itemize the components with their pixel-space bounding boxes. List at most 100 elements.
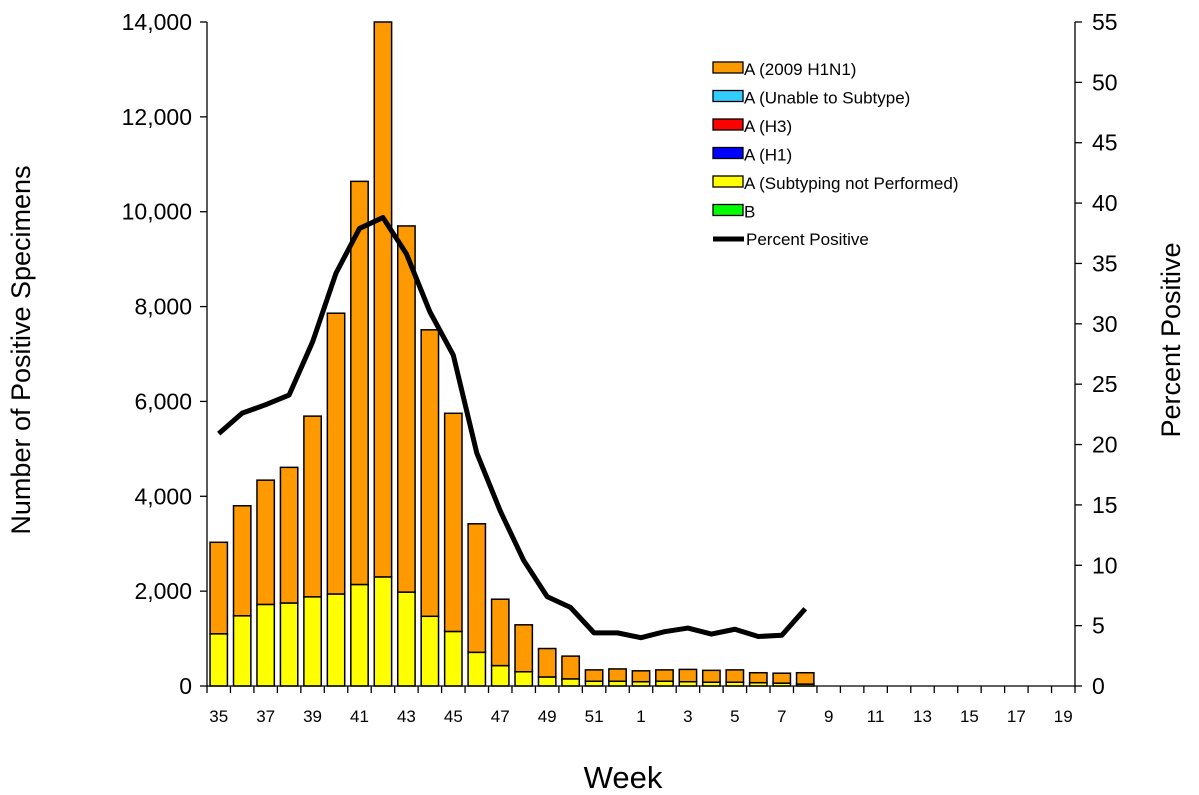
y2-tick-label: 5 <box>1092 613 1105 639</box>
legend-label: A (H1) <box>744 146 792 165</box>
bar-segment <box>467 651 487 687</box>
bar-segment <box>561 678 581 687</box>
bar-segment <box>279 466 299 604</box>
bar-segment <box>748 671 768 684</box>
bar-segment <box>655 669 674 682</box>
legend-swatch <box>712 118 744 131</box>
bar-segment <box>514 624 534 673</box>
bar-segment <box>537 676 557 687</box>
y2-tick-label: 10 <box>1092 552 1118 578</box>
bar-segment <box>279 602 299 687</box>
legend-label: A (H3) <box>744 117 792 136</box>
bar-segment <box>373 21 393 578</box>
bar-segment <box>396 225 416 593</box>
x-tick-label: 19 <box>1054 707 1073 726</box>
bar-segment <box>396 591 416 687</box>
bar-segment <box>350 180 369 586</box>
x-tick-label: 41 <box>350 707 369 726</box>
bar-segment <box>209 541 229 635</box>
x-tick-label: 13 <box>913 707 932 726</box>
percent-positive-line <box>217 215 808 641</box>
y-tick-label: 14,000 <box>122 9 192 35</box>
bar-segment <box>490 664 510 687</box>
percent-line-layer <box>217 215 808 641</box>
bar-segment <box>232 505 252 617</box>
x-tick-label: 9 <box>824 707 833 726</box>
y2-tick-label: 50 <box>1092 69 1118 95</box>
bar-segment <box>584 669 604 682</box>
bar-segment <box>326 312 346 595</box>
y-tick-label: 0 <box>179 673 192 699</box>
y2-tick-label: 35 <box>1092 250 1118 276</box>
y2-tick-label: 20 <box>1092 432 1118 458</box>
legend-label: B <box>744 203 755 222</box>
bar-segment <box>725 669 745 683</box>
bar-segment <box>490 598 510 667</box>
legend-label: A (Subtyping not Performed) <box>744 174 959 193</box>
x-tick-label: 5 <box>730 707 739 726</box>
bar-segment <box>303 415 323 598</box>
y2-tick-label: 45 <box>1092 130 1118 156</box>
y-axis-label: Number of Positive Specimens <box>6 165 36 534</box>
x-tick-label: 51 <box>585 707 604 726</box>
bar-segment <box>561 655 581 680</box>
x-tick-label: 45 <box>444 707 463 726</box>
y2-tick-label: 15 <box>1092 492 1118 518</box>
y-tick-label: 10,000 <box>122 199 192 225</box>
bar-segment <box>631 670 651 683</box>
x-tick-label: 47 <box>491 707 510 726</box>
bar-segment <box>678 668 698 683</box>
bar-segment <box>373 576 393 687</box>
x-tick-label: 3 <box>683 707 692 726</box>
legend-swatch <box>712 146 744 160</box>
bar-segment <box>608 668 627 683</box>
x-tick-label: 1 <box>636 707 645 726</box>
x-tick-label: 17 <box>1007 707 1026 726</box>
bar-segment <box>303 596 323 687</box>
bar-segment <box>701 669 721 683</box>
x-tick-label: 49 <box>538 707 557 726</box>
axes-layer: 0 2,000 4,000 6,000 8,000 10,000 12,000 14,000 0… <box>122 9 1118 726</box>
bar-segment <box>350 583 369 687</box>
bar-segment <box>326 593 346 687</box>
x-tick-label: 35 <box>209 707 228 726</box>
y-tick-label: 6,000 <box>134 388 192 414</box>
legend-swatch <box>712 89 744 103</box>
x-tick-label: 7 <box>777 707 786 726</box>
bar-segment <box>537 647 557 678</box>
bar-segment <box>232 615 252 687</box>
x-tick-label: 11 <box>867 707 885 726</box>
legend-label: A (2009 H1N1) <box>744 60 856 79</box>
bars-layer <box>209 21 815 687</box>
legend-swatch <box>712 61 744 74</box>
bar-segment <box>443 412 463 633</box>
x-tick-label: 43 <box>397 707 416 726</box>
x-tick-label: 37 <box>256 707 275 726</box>
bar-segment <box>420 615 440 687</box>
y2-tick-label: 55 <box>1092 9 1118 35</box>
y2-tick-label: 0 <box>1092 673 1105 699</box>
y-tick-label: 2,000 <box>134 578 192 604</box>
bar-segment <box>795 671 815 685</box>
legend-label: A (Unable to Subtype) <box>744 89 910 108</box>
bar-segment <box>772 672 792 684</box>
bar-segment <box>209 633 229 687</box>
legend-swatch <box>712 175 744 188</box>
bar-segment <box>256 479 276 606</box>
legend: A (2009 H1N1) A (Unable to Subtype) A (H3)… <box>712 60 959 249</box>
bar-segment <box>256 603 276 687</box>
y-tick-label: 8,000 <box>134 294 192 320</box>
y2-tick-label: 40 <box>1092 190 1118 216</box>
y2-axis-label: Percent Positive <box>1156 242 1186 437</box>
bar-segment <box>420 329 440 618</box>
x-tick-label: 39 <box>303 707 322 726</box>
legend-swatch <box>712 203 744 217</box>
y2-tick-label: 25 <box>1092 371 1118 397</box>
bar-segment <box>467 523 487 654</box>
y2-tick-label: 30 <box>1092 311 1118 337</box>
y-tick-label: 12,000 <box>122 104 192 130</box>
x-axis-label: Week <box>584 760 663 795</box>
bar-segment <box>514 671 534 687</box>
legend-label: Percent Positive <box>746 230 869 249</box>
